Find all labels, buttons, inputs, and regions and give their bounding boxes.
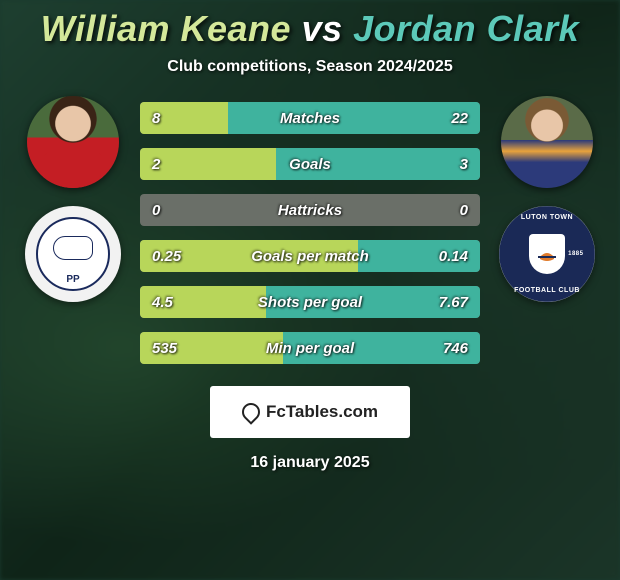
stat-value-right: 7.67: [400, 294, 480, 311]
luton-year: 1885: [568, 251, 583, 257]
stat-value-left: 4.5: [140, 294, 220, 311]
stat-value-left: 535: [140, 340, 220, 357]
stat-value-right: 0: [400, 202, 480, 219]
stat-value-left: 0.25: [140, 248, 220, 265]
player1-club-badge: [25, 206, 121, 302]
fctables-logo-icon: [242, 403, 260, 421]
stat-row: 4.5Shots per goal7.67: [140, 286, 480, 318]
player2-photo: [501, 96, 593, 188]
stat-row: 8Matches22: [140, 102, 480, 134]
stat-value-right: 22: [400, 110, 480, 127]
brand-text: FcTables.com: [266, 402, 378, 422]
brand-footer: FcTables.com: [210, 386, 410, 438]
title-vs: vs: [302, 8, 343, 49]
player2-club-badge: LUTON TOWN FOOTBALL CLUB 1885: [499, 206, 595, 302]
stat-label: Goals: [220, 156, 400, 173]
preston-badge-icon: [36, 217, 110, 291]
stat-row: 0.25Goals per match0.14: [140, 240, 480, 272]
stat-label: Hattricks: [220, 202, 400, 219]
stat-row: 2Goals3: [140, 148, 480, 180]
stat-value-left: 0: [140, 202, 220, 219]
stat-value-left: 8: [140, 110, 220, 127]
stat-label: Shots per goal: [220, 294, 400, 311]
page-title: William Keane vs Jordan Clark: [0, 0, 620, 50]
comparison-row: 8Matches222Goals30Hattricks00.25Goals pe…: [0, 96, 620, 364]
stat-value-right: 3: [400, 156, 480, 173]
luton-text-bottom: FOOTBALL CLUB: [499, 287, 595, 294]
stat-row: 535Min per goal746: [140, 332, 480, 364]
hat-icon: [536, 243, 558, 265]
title-player2: Jordan Clark: [353, 8, 579, 49]
content-root: William Keane vs Jordan Clark Club compe…: [0, 0, 620, 580]
stat-label: Goals per match: [220, 248, 400, 265]
stat-value-right: 746: [400, 340, 480, 357]
title-player1: William Keane: [41, 8, 291, 49]
stat-label: Matches: [220, 110, 400, 127]
lamb-icon: [53, 236, 93, 260]
stat-bars: 8Matches222Goals30Hattricks00.25Goals pe…: [140, 96, 480, 364]
luton-text-top: LUTON TOWN: [499, 214, 595, 221]
stat-value-right: 0.14: [400, 248, 480, 265]
footer-date: 16 january 2025: [0, 454, 620, 472]
right-column: LUTON TOWN FOOTBALL CLUB 1885: [492, 96, 602, 302]
luton-shield-icon: [529, 234, 565, 274]
player1-photo: [27, 96, 119, 188]
stat-row: 0Hattricks0: [140, 194, 480, 226]
subtitle: Club competitions, Season 2024/2025: [0, 58, 620, 76]
stat-value-left: 2: [140, 156, 220, 173]
left-column: [18, 96, 128, 302]
stat-label: Min per goal: [220, 340, 400, 357]
